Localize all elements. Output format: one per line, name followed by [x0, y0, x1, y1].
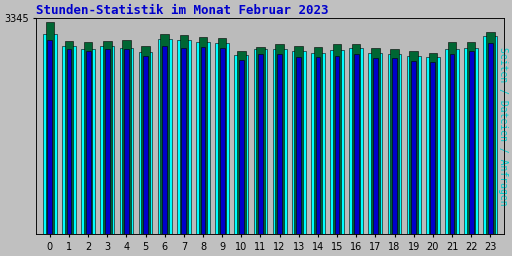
Bar [315, 57, 321, 234]
Bar [139, 52, 153, 234]
Bar [330, 50, 344, 234]
Bar [371, 48, 379, 234]
Bar [160, 34, 169, 234]
Bar [349, 48, 363, 234]
Bar [119, 48, 133, 234]
Bar [162, 46, 167, 234]
Bar [292, 51, 306, 234]
Bar [100, 46, 114, 234]
Bar [122, 40, 131, 234]
Bar [258, 54, 263, 234]
Bar [256, 47, 265, 234]
Bar [143, 56, 148, 234]
Bar [158, 39, 172, 234]
Bar [62, 46, 76, 234]
Bar [447, 42, 456, 234]
Bar [181, 48, 186, 234]
Text: Stunden-Statistik im Monat Februar 2023: Stunden-Statistik im Monat Februar 2023 [36, 4, 329, 17]
Bar [369, 53, 382, 234]
Bar [199, 37, 207, 234]
Bar [105, 49, 110, 234]
Bar [239, 60, 244, 234]
Bar [373, 58, 378, 234]
Bar [335, 56, 339, 234]
Bar [46, 22, 54, 234]
Bar [180, 35, 188, 234]
Bar [486, 32, 495, 234]
Bar [201, 47, 205, 234]
Bar [65, 40, 73, 234]
Bar [103, 41, 112, 234]
Bar [429, 53, 437, 234]
Bar [296, 57, 301, 234]
Bar [84, 42, 92, 234]
Bar [177, 40, 191, 234]
Bar [333, 44, 342, 234]
Bar [215, 43, 229, 234]
Bar [277, 54, 282, 234]
Bar [431, 62, 435, 234]
Bar [218, 38, 226, 234]
Bar [275, 44, 284, 234]
Bar [253, 49, 267, 234]
Bar [468, 51, 474, 234]
Bar [273, 49, 287, 234]
Bar [234, 55, 248, 234]
Bar [388, 54, 401, 234]
Bar [411, 61, 416, 234]
Bar [445, 49, 459, 234]
Bar [354, 54, 358, 234]
Bar [67, 49, 71, 234]
Bar [407, 56, 420, 234]
Bar [390, 49, 399, 234]
Bar [86, 51, 91, 234]
Bar [464, 48, 478, 234]
Bar [410, 51, 418, 234]
Bar [352, 44, 360, 234]
Bar [196, 42, 210, 234]
Bar [426, 57, 440, 234]
Bar [220, 48, 225, 234]
Bar [294, 46, 303, 234]
Bar [392, 58, 397, 234]
Bar [48, 40, 52, 234]
Bar [81, 49, 95, 234]
Bar [314, 47, 322, 234]
Bar [43, 34, 57, 234]
Y-axis label: Seiten / Dateien / Anfragen: Seiten / Dateien / Anfragen [498, 47, 508, 206]
Bar [237, 51, 246, 234]
Bar [311, 53, 325, 234]
Bar [450, 54, 454, 234]
Bar [141, 46, 150, 234]
Bar [124, 49, 129, 234]
Bar [483, 36, 497, 234]
Bar [467, 42, 475, 234]
Bar [488, 43, 493, 234]
